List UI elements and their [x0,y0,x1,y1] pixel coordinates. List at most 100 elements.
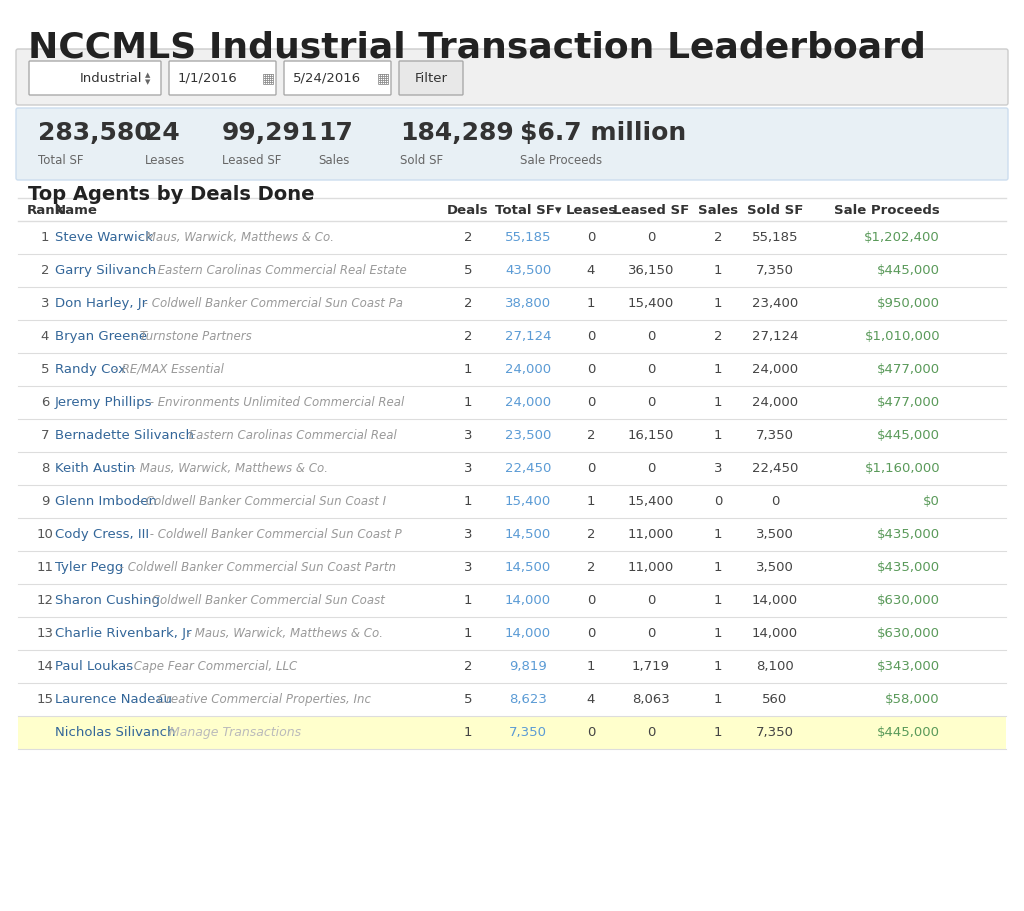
Text: 11,000: 11,000 [628,528,674,541]
Text: 2: 2 [464,330,472,343]
Text: $630,000: $630,000 [877,627,940,640]
Text: Jeremy Phillips: Jeremy Phillips [55,396,153,409]
Text: Industrial: Industrial [80,71,142,85]
Text: - Creative Commercial Properties, Inc: - Creative Commercial Properties, Inc [146,693,372,706]
Text: 3,500: 3,500 [756,561,794,574]
Text: 13: 13 [37,627,53,640]
Text: $435,000: $435,000 [877,561,940,574]
Text: - Eastern Carolinas Commercial Real: - Eastern Carolinas Commercial Real [177,429,396,442]
Text: Deals: Deals [447,203,488,217]
Text: 3,500: 3,500 [756,528,794,541]
Text: 3: 3 [464,528,472,541]
Text: $6.7 million: $6.7 million [520,121,686,145]
Text: Total SF: Total SF [38,154,84,167]
Text: 2: 2 [464,660,472,673]
Text: Cody Cress, III: Cody Cress, III [55,528,150,541]
Text: 8,063: 8,063 [632,693,670,706]
Text: 8,623: 8,623 [509,693,547,706]
Text: 1: 1 [464,396,472,409]
Text: $445,000: $445,000 [877,429,940,442]
Text: $1,202,400: $1,202,400 [864,231,940,244]
Text: 15,400: 15,400 [628,495,674,508]
Text: ▦: ▦ [261,71,274,85]
Text: - Turnstone Partners: - Turnstone Partners [128,330,252,343]
Text: Leased SF: Leased SF [613,203,689,217]
Text: $477,000: $477,000 [877,396,940,409]
Text: 1: 1 [464,726,472,739]
Text: 0: 0 [647,231,655,244]
FancyBboxPatch shape [399,61,463,95]
Text: 0: 0 [587,594,595,607]
Text: $0: $0 [923,495,940,508]
Text: - Coldwell Banker Commercial Sun Coast P: - Coldwell Banker Commercial Sun Coast P [146,528,402,541]
Text: Paul Loukas: Paul Loukas [55,660,133,673]
Text: 2: 2 [464,297,472,310]
Text: 3: 3 [464,429,472,442]
Text: 1: 1 [714,528,722,541]
Text: 1: 1 [714,693,722,706]
Text: Total SF▾: Total SF▾ [495,203,561,217]
Text: Sold SF: Sold SF [400,154,443,167]
Text: 560: 560 [763,693,787,706]
Text: 9,819: 9,819 [509,660,547,673]
Text: 2: 2 [714,330,722,343]
Text: - Environments Unlimited Commercial Real: - Environments Unlimited Commercial Real [146,396,404,409]
Text: 14,500: 14,500 [505,561,551,574]
Text: 14: 14 [37,660,53,673]
Text: 22,450: 22,450 [505,462,551,475]
Text: Sold SF: Sold SF [746,203,803,217]
Text: 24,000: 24,000 [505,363,551,376]
Text: $950,000: $950,000 [877,297,940,310]
Text: 1: 1 [714,297,722,310]
Text: 2: 2 [41,264,49,277]
Text: 15,400: 15,400 [628,297,674,310]
Text: 0: 0 [587,231,595,244]
Text: 0: 0 [587,330,595,343]
Text: 1: 1 [714,264,722,277]
Text: 99,291: 99,291 [222,121,318,145]
Text: 24,000: 24,000 [752,363,798,376]
Text: 3: 3 [464,561,472,574]
Text: 14,000: 14,000 [752,627,798,640]
Text: - Maus, Warwick, Matthews & Co.: - Maus, Warwick, Matthews & Co. [183,627,383,640]
Text: 1: 1 [714,660,722,673]
Text: $1,160,000: $1,160,000 [864,462,940,475]
FancyBboxPatch shape [16,108,1008,180]
Text: 7,350: 7,350 [756,429,794,442]
Text: 3: 3 [714,462,722,475]
Text: Bryan Greene: Bryan Greene [55,330,147,343]
Text: $343,000: $343,000 [877,660,940,673]
Text: 1: 1 [714,561,722,574]
Text: 1: 1 [714,396,722,409]
Text: Don Harley, Jr: Don Harley, Jr [55,297,147,310]
Text: Nicholas Silivanch: Nicholas Silivanch [55,726,175,739]
Text: 9: 9 [41,495,49,508]
Text: Sales: Sales [318,154,349,167]
Text: 6: 6 [41,396,49,409]
Text: Garry Silivanch: Garry Silivanch [55,264,157,277]
Text: 8: 8 [41,462,49,475]
Text: 4: 4 [587,264,595,277]
Text: Rank: Rank [27,203,63,217]
FancyBboxPatch shape [16,49,1008,105]
Text: 14,000: 14,000 [505,627,551,640]
Text: 0: 0 [714,495,722,508]
Text: $435,000: $435,000 [877,528,940,541]
Text: Leased SF: Leased SF [222,154,282,167]
Text: Charlie Rivenbark, Jr: Charlie Rivenbark, Jr [55,627,191,640]
Text: 15,400: 15,400 [505,495,551,508]
Text: 24,000: 24,000 [752,396,798,409]
Text: Glenn Imboden: Glenn Imboden [55,495,157,508]
Text: 7,350: 7,350 [756,264,794,277]
Text: 22,450: 22,450 [752,462,798,475]
Text: Bernadette Silivanch: Bernadette Silivanch [55,429,194,442]
Text: 1,719: 1,719 [632,660,670,673]
Text: ▦: ▦ [377,71,389,85]
Text: Name: Name [55,203,98,217]
Text: 1: 1 [587,495,595,508]
Text: 1: 1 [464,363,472,376]
Text: $630,000: $630,000 [877,594,940,607]
Text: - Maus, Warwick, Matthews & Co.: - Maus, Warwick, Matthews & Co. [128,462,329,475]
Text: 1: 1 [587,297,595,310]
Text: 3: 3 [464,462,472,475]
